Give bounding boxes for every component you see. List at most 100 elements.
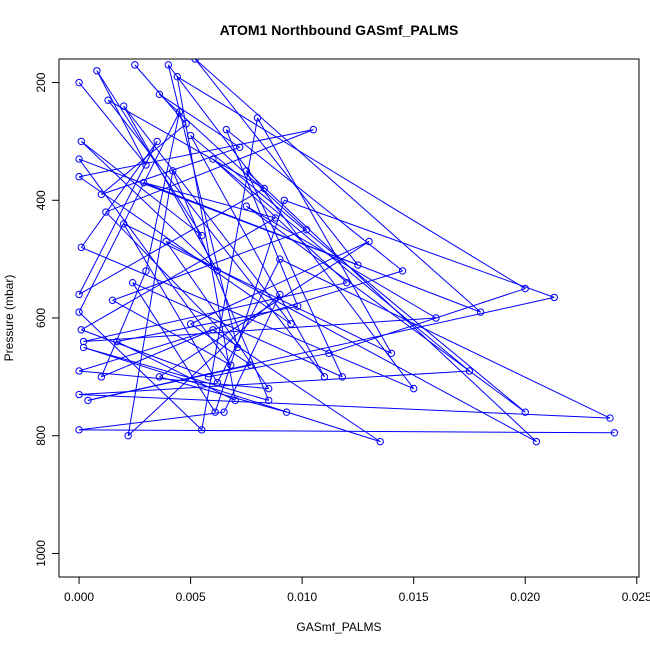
- series-segment: [80, 141, 218, 272]
- series-segment: [127, 170, 174, 436]
- plot-frame: [58, 58, 640, 578]
- data-point: [77, 326, 86, 334]
- series-segment: [284, 199, 555, 298]
- series-segment: [190, 135, 325, 378]
- data-point: [521, 284, 529, 293]
- chart-title: ATOM1 Northbound GASmf_PALMS: [220, 22, 459, 38]
- data-point: [75, 367, 83, 375]
- data-point: [104, 96, 112, 104]
- series-segment: [159, 93, 307, 231]
- data-point: [293, 302, 302, 310]
- series-segment: [328, 288, 526, 354]
- y-axis: 200 400 600 800 1000: [34, 72, 60, 567]
- data-point: [354, 261, 362, 269]
- data-point: [142, 161, 150, 169]
- series-segment: [78, 270, 403, 372]
- series-segment: [100, 270, 147, 378]
- series-segment: [145, 111, 180, 272]
- data-point: [93, 67, 101, 75]
- series-segment: [83, 346, 381, 443]
- series-segment: [78, 129, 314, 178]
- data-point: [264, 384, 273, 393]
- data-point: [75, 426, 83, 434]
- x-tick-label: 0.010: [287, 590, 317, 604]
- series-segment: [127, 294, 281, 437]
- data-point: [209, 155, 217, 163]
- series-segment: [134, 64, 187, 125]
- data-point: [521, 408, 529, 416]
- data-point: [97, 190, 106, 199]
- series-segment: [246, 205, 437, 319]
- data-point: [287, 320, 295, 328]
- series-segment: [123, 223, 218, 384]
- data-point: [376, 437, 384, 446]
- data-point: [75, 390, 83, 399]
- series-segment: [105, 211, 238, 348]
- series-segment: [107, 99, 325, 378]
- data-point: [343, 278, 351, 287]
- data-point: [220, 408, 228, 416]
- data-point: [79, 343, 88, 352]
- x-axis-label: GASmf_PALMS: [296, 620, 381, 634]
- series-segment: [123, 105, 292, 325]
- data-point: [338, 373, 347, 381]
- data-point: [213, 379, 222, 387]
- data-point: [476, 308, 485, 316]
- x-axis: 0.000 0.005 0.010 0.015 0.020 0.025: [64, 576, 650, 604]
- data-point: [432, 314, 440, 322]
- data-point: [309, 125, 318, 134]
- data-point: [282, 408, 291, 416]
- data-point: [398, 267, 407, 275]
- series-segment: [79, 411, 225, 431]
- data-point: [191, 59, 199, 63]
- series-segment: [101, 329, 214, 378]
- y-tick-label: 200: [34, 72, 48, 92]
- series-segment: [194, 59, 481, 313]
- series-segment: [257, 117, 392, 354]
- data-point: [131, 61, 139, 69]
- x-tick-label: 0.005: [176, 590, 206, 604]
- series-segment: [167, 64, 415, 389]
- series-segment: [78, 141, 158, 295]
- series-segment: [214, 200, 285, 413]
- data-point: [325, 349, 333, 358]
- series-segment: [79, 370, 470, 396]
- data-point: [532, 437, 541, 446]
- data-point: [227, 361, 235, 369]
- data-point: [182, 120, 190, 128]
- data-point: [79, 337, 88, 346]
- data-point: [409, 384, 418, 393]
- series-segment: [176, 76, 236, 401]
- series-segment: [216, 258, 281, 383]
- data-point: [465, 367, 474, 375]
- y-axis-label: Pressure (mbar): [2, 275, 16, 362]
- series-segment: [107, 99, 265, 189]
- data-point: [119, 102, 128, 110]
- series-segment: [78, 311, 203, 431]
- data-point: [124, 432, 132, 440]
- data-point: [606, 414, 614, 422]
- series-segment: [279, 258, 611, 419]
- data-point: [264, 396, 273, 405]
- series-segment: [245, 170, 343, 378]
- data-point: [113, 337, 121, 346]
- data-point: [77, 137, 86, 146]
- y-tick-label: 800: [34, 425, 48, 445]
- series-segment: [87, 364, 251, 401]
- series-segment: [225, 129, 299, 307]
- series-segment: [159, 376, 287, 413]
- data-point: [260, 184, 268, 193]
- data-point: [242, 167, 251, 175]
- data-point: [97, 373, 106, 381]
- series-segment: [81, 217, 276, 331]
- series-segment: [246, 170, 537, 442]
- data-point: [186, 320, 195, 328]
- data-point: [140, 178, 148, 187]
- x-tick-label: 0.020: [510, 590, 540, 604]
- x-tick-label: 0.025: [622, 590, 650, 604]
- data-point: [75, 78, 83, 87]
- data-point: [302, 226, 311, 234]
- series-segment: [176, 76, 526, 289]
- series-segment: [132, 282, 343, 378]
